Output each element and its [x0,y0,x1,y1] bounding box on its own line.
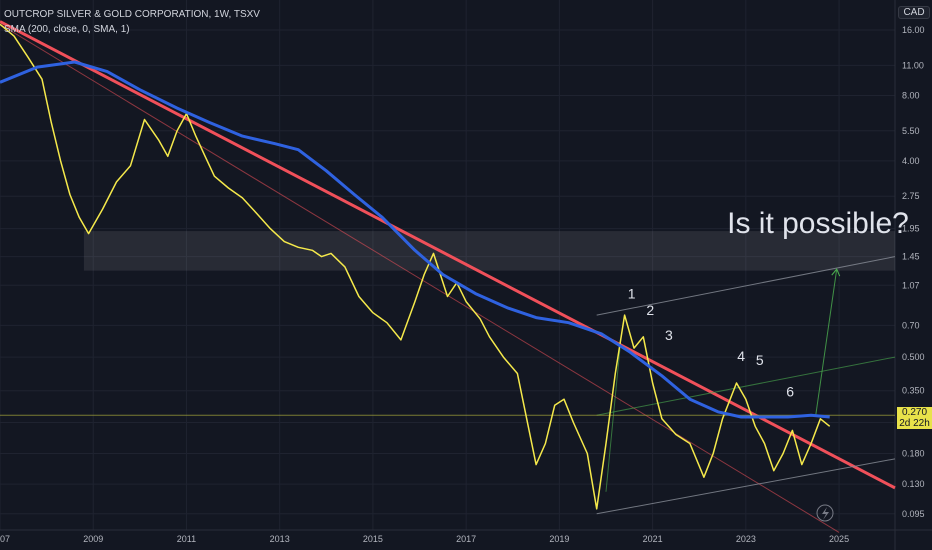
x-tick-label: 2011 [177,534,196,544]
wave-label: 2 [646,302,654,318]
x-tick-label: 2009 [83,534,103,544]
y-tick-label: 4.00 [902,156,920,166]
y-tick-label: 0.500 [902,352,925,362]
y-tick-label: 1.07 [902,280,920,290]
price-line [0,23,831,510]
chart-title: OUTCROP SILVER & GOLD CORPORATION, 1W, T… [4,9,260,20]
projection-2 [605,348,621,492]
main-trendline [0,20,896,490]
indicator-legend[interactable]: SMA (200, close, 0, SMA, 1) [4,24,130,35]
y-tick-label: 0.70 [902,320,920,330]
y-tick-label: 0.350 [902,386,925,396]
projection-arrowhead [831,268,841,277]
lightning-icon-glyph [822,507,829,520]
channel-lower [596,458,896,515]
wave-label: 4 [737,348,745,364]
y-tick-label: 0.095 [902,509,925,519]
x-tick-label: 2025 [829,534,849,544]
sma-line [0,60,830,419]
lower-trendline [0,23,840,533]
x-tick-label: 2017 [456,534,476,544]
x-tick-label: 2019 [549,534,569,544]
x-tick-label: 2021 [643,534,663,544]
x-tick-label: 2013 [270,534,290,544]
annotation-text: Is it possible? [727,207,909,240]
channel-upper [596,256,896,316]
y-tick-label: 0.180 [902,448,925,458]
resistance-zone [83,231,895,271]
y-tick-label: 8.00 [902,90,920,100]
last-price-badge: 0.270 2d 22h [897,407,932,429]
bar-countdown: 2d 22h [899,418,930,429]
wave-label: 6 [786,383,794,399]
x-tick-label: 2023 [736,534,756,544]
x-tick-label: 2007 [0,534,10,544]
y-tick-label: 0.130 [902,479,925,489]
y-tick-label: 1.45 [902,252,920,262]
lightning-icon[interactable] [816,504,834,522]
channel-mid [596,356,896,416]
currency-label[interactable]: CAD [898,6,930,19]
projection [815,269,838,416]
y-tick-label: 11.00 [902,60,924,70]
wave-label: 3 [665,327,673,343]
y-tick-label: 1.95 [902,224,920,234]
x-tick-label: 2015 [363,534,383,544]
wave-label: 5 [756,352,764,368]
y-tick-label: 2.75 [902,191,920,201]
y-tick-label: 16.00 [902,25,925,35]
y-tick-label: 5.50 [902,126,920,136]
last-price-value: 0.270 [901,407,928,418]
wave-label: 1 [628,286,636,302]
